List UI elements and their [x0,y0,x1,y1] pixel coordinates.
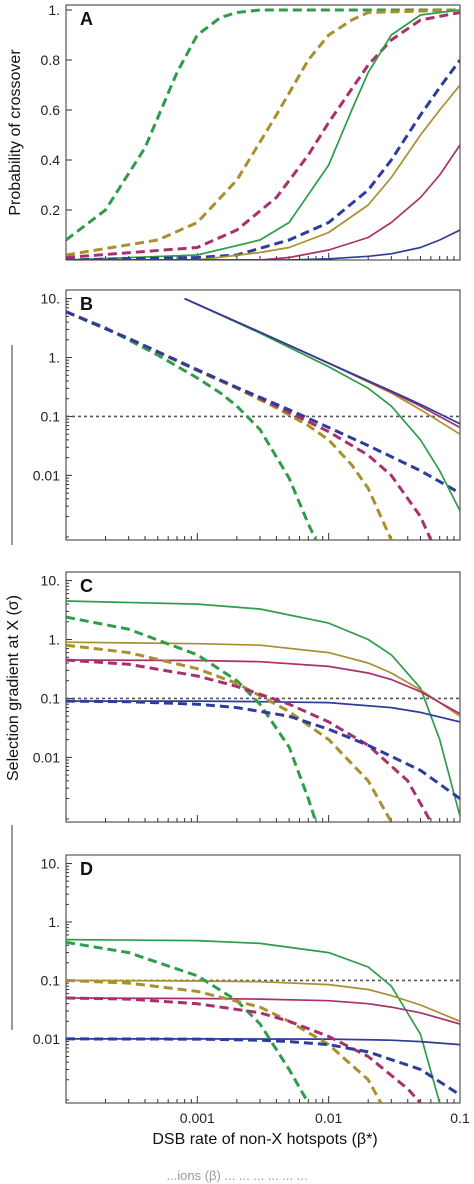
panel-c-series-blue-solid [66,700,460,723]
panel-d-ytick-label: 0.1 [41,972,61,988]
panel-d-series-magenta-solid [66,997,460,1025]
panel-a-series-magenta-dashed [66,11,460,259]
panel-d-frame [65,854,461,1104]
panel-a-series-blue-solid [66,229,460,260]
panel-a: 0.2 0.4 0.6 0.8 1. A Probability of crossover [7,2,461,261]
panel-a-ytick-label: 0.2 [41,202,61,218]
panel-a-series-green-solid [66,9,460,260]
panel-b-series-blue-solid [184,297,460,425]
panel-d-series-blue-solid [66,1038,460,1046]
panel-d-ytick-label: 0.01 [33,1031,60,1047]
panel-c-ytick-label: 0.01 [33,749,60,765]
panel-d-ytick-label: 10. [41,856,60,872]
panel-a-series-blue-dashed [66,59,460,260]
panel-a-ytick-label: 1. [48,2,60,18]
panel-a-series-olive-dashed [66,8,460,257]
panel-c-ytick-label: 10. [41,573,60,589]
panel-d-xtick-label: 0.001 [180,1110,215,1126]
panel-a-ytick-label: 0.4 [41,152,61,168]
panel-b-label: B [80,294,93,314]
panel-a-ytick-label: 0.8 [41,52,61,68]
panel-b-series-olive-solid [184,297,460,435]
panel-c-series-magenta-solid [66,659,460,715]
panel-b: 0.01 0.1 1. 10. B [33,289,461,541]
panel-a-frame [65,4,461,261]
panel-c-series-olive-solid [66,641,460,717]
panel-d-series-magenta-dashed [66,996,422,1103]
panel-a-ytick-label: 0.6 [41,102,61,118]
panel-b-ytick-label: 0.01 [33,467,60,483]
panel-a-label: A [80,9,93,29]
panel-a-series-olive-solid [66,84,460,260]
panel-d-series-green-dashed [66,940,310,1103]
panel-b-series-green-dashed [66,310,318,540]
panel-a-y-axis-title: Probability of crossover [7,49,24,216]
panel-c-series-green-dashed [66,615,318,822]
panel-c-label: C [80,576,93,596]
panel-d: 0.01 0.1 1. 10. 0.001 0.01 0.1 D [33,854,470,1126]
caption-fragment: ...ions (β) ... ... ... ... ... ... [166,1168,307,1183]
panel-c: 0.01 0.1 1. 10. C [33,571,461,823]
panel-b-ytick-label: 10. [41,291,60,307]
x-axis-title: DSB rate of non-X hotspots (β*) [152,1131,377,1148]
panel-d-series-green-solid [66,938,441,1103]
panel-b-ytick-label: 0.1 [41,408,61,424]
panel-b-ytick-label: 1. [48,350,60,366]
panel-d-xtick-label: 0.01 [315,1110,342,1126]
panel-c-series-magenta-dashed [66,658,433,822]
panel-d-xtick-label: 0.1 [450,1110,470,1126]
shared-y-axis-title: Selection gradient at X (σ) [5,595,22,781]
panel-c-series-olive-dashed [66,643,393,822]
panel-b-series-blue-dashed [66,310,460,495]
panel-b-frame [65,289,461,541]
panel-d-ytick-label: 1. [48,914,60,930]
panel-b-series-magenta-dashed [66,310,433,540]
panel-c-ytick-label: 1. [48,632,60,648]
panel-c-frame [65,571,461,823]
panel-c-ytick-label: 0.1 [41,690,61,706]
panel-d-label: D [80,859,93,879]
panel-a-series-green-dashed [66,8,460,242]
panel-d-series-olive-dashed [66,978,383,1103]
panel-b-series-olive-dashed [66,310,393,540]
panel-c-series-green-solid [66,600,460,817]
panel-d-series-blue-dashed [66,1037,460,1097]
panel-c-series-blue-dashed [66,699,460,800]
